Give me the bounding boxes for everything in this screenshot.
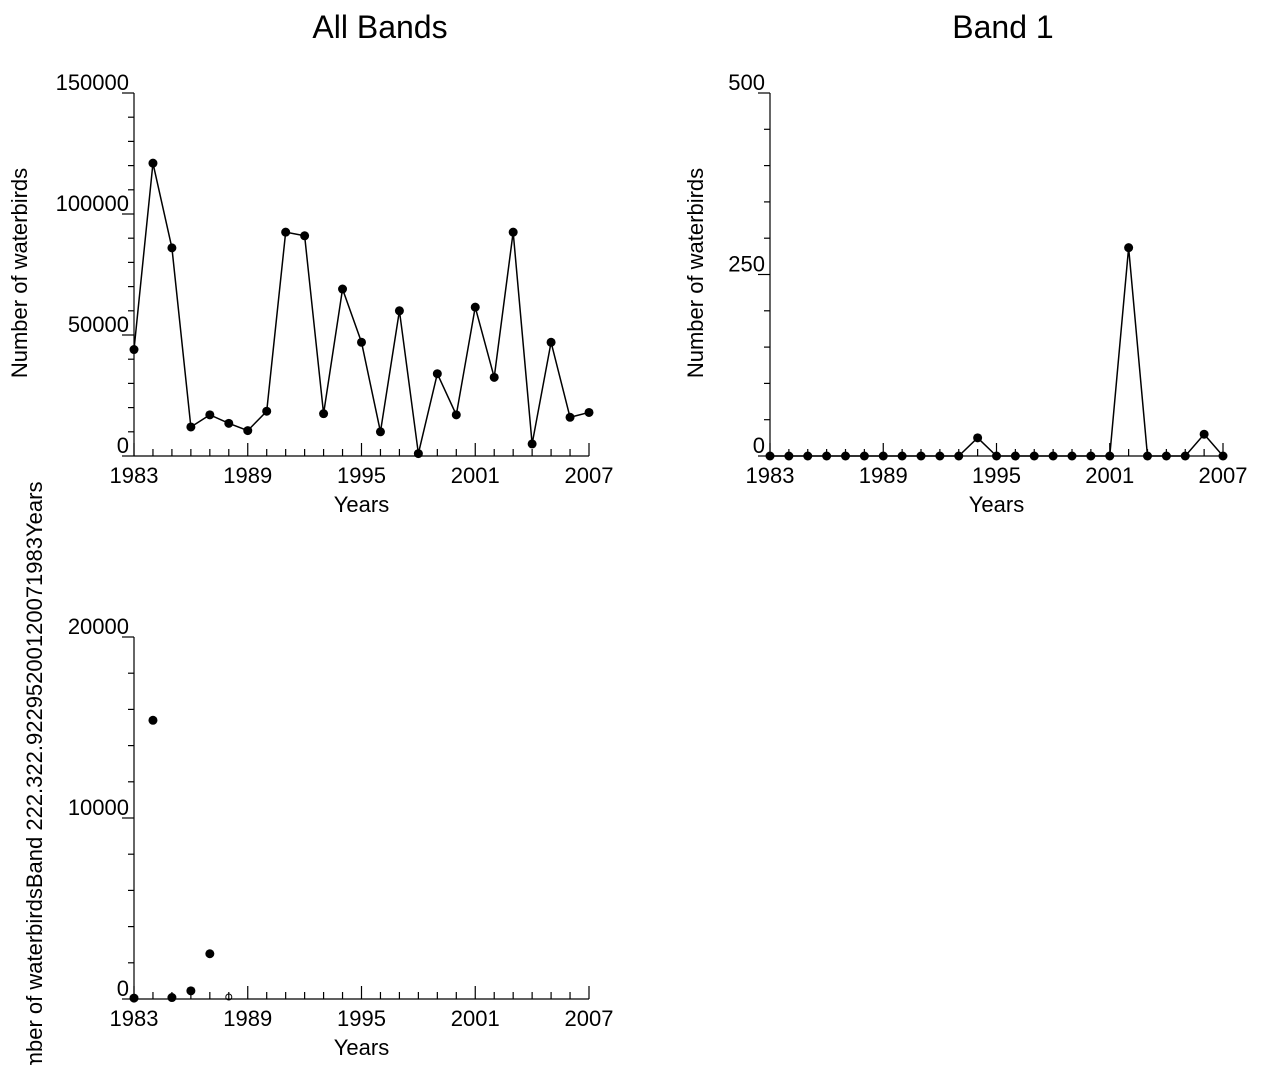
data-point bbox=[584, 407, 594, 417]
data-point bbox=[1199, 429, 1209, 439]
x-tick-label: 1989 bbox=[223, 1006, 272, 1031]
data-point bbox=[1105, 451, 1115, 461]
data-point bbox=[1218, 451, 1228, 461]
data-point bbox=[1086, 451, 1096, 461]
data-point bbox=[186, 986, 196, 996]
x-tick-label: 1995 bbox=[337, 1006, 386, 1031]
data-point bbox=[841, 451, 850, 461]
data-point bbox=[1124, 243, 1134, 253]
chart-panel-band2: 0 10000 20000 1983 1989 1995 2001 2007 Years Numb… bbox=[22, 482, 613, 1065]
x-tick-label: 1983 bbox=[746, 463, 795, 488]
x-tick-label: 2007 bbox=[1199, 463, 1248, 488]
data-point bbox=[954, 451, 964, 461]
data-point bbox=[859, 451, 869, 461]
data-point bbox=[129, 345, 139, 355]
x-tick-label: 1983 bbox=[110, 1006, 159, 1031]
data-point bbox=[822, 451, 832, 461]
data-point bbox=[1161, 451, 1171, 461]
data-point bbox=[1048, 451, 1058, 461]
data-point bbox=[375, 427, 385, 437]
data-point bbox=[1180, 451, 1190, 461]
x-tick-label: 2007 bbox=[565, 1006, 614, 1031]
data-point bbox=[935, 451, 945, 461]
data-point bbox=[281, 227, 291, 237]
chart-title: All Bands bbox=[312, 9, 447, 45]
y-tick-label: 0 bbox=[753, 433, 765, 458]
data-point bbox=[546, 337, 556, 347]
x-tick-label: 2001 bbox=[451, 1006, 500, 1031]
x-tick-label: 2007 bbox=[565, 463, 614, 488]
data-point bbox=[878, 451, 888, 461]
data-point bbox=[148, 715, 158, 725]
data-point bbox=[167, 993, 177, 1003]
data-point bbox=[224, 418, 234, 428]
data-point bbox=[338, 284, 348, 294]
y-tick-label: 250 bbox=[728, 252, 765, 277]
y-tick-label: 50000 bbox=[68, 312, 129, 337]
x-axis-label: Years bbox=[969, 492, 1024, 517]
data-point bbox=[319, 409, 329, 419]
chart-panel-all: All Bands 0 50000 100000 150000 1983 1989 1995 2… bbox=[7, 9, 613, 517]
y-tick-label: 100000 bbox=[56, 191, 129, 216]
y-tick-label: 20000 bbox=[68, 614, 129, 639]
data-point bbox=[148, 158, 158, 168]
x-axis-label: Years bbox=[334, 1035, 389, 1060]
y-tick-label: 0 bbox=[117, 433, 129, 458]
data-point bbox=[1029, 451, 1039, 461]
data-point bbox=[432, 369, 442, 379]
data-point bbox=[186, 422, 196, 432]
data-point bbox=[470, 302, 480, 312]
series-line bbox=[133, 163, 590, 454]
x-tick-label: 1989 bbox=[223, 463, 272, 488]
chart-title: Band 1 bbox=[952, 9, 1053, 45]
data-point bbox=[1067, 451, 1077, 461]
y-tick-label: 10000 bbox=[68, 795, 129, 820]
y-tick-label: 500 bbox=[728, 70, 765, 95]
y-tick-label: 0 bbox=[117, 976, 129, 1001]
y-tick-label: 150000 bbox=[56, 70, 129, 95]
data-point bbox=[916, 451, 926, 461]
data-point bbox=[973, 433, 983, 443]
x-tick-label: 1983 bbox=[110, 463, 159, 488]
data-point bbox=[803, 451, 813, 461]
y-axis-label: Number of waterbirds bbox=[683, 168, 708, 378]
data-point bbox=[1143, 451, 1152, 461]
data-point bbox=[129, 993, 139, 1003]
data-point bbox=[205, 410, 215, 420]
y-axis-label: Number of waterbirdsBand 222.322.9229520… bbox=[22, 482, 47, 1065]
data-point bbox=[300, 231, 310, 241]
x-tick-label: 1995 bbox=[337, 463, 386, 488]
data-point bbox=[565, 412, 575, 422]
x-tick-label: 1989 bbox=[859, 463, 908, 488]
x-tick-label: 2001 bbox=[451, 463, 500, 488]
data-point bbox=[508, 227, 518, 237]
data-point bbox=[992, 451, 1001, 461]
data-point bbox=[205, 949, 215, 959]
data-point bbox=[262, 406, 272, 416]
data-point bbox=[784, 451, 794, 461]
data-point bbox=[413, 449, 423, 459]
series-line bbox=[770, 247, 1224, 457]
data-point bbox=[451, 410, 461, 420]
data-point bbox=[765, 451, 775, 461]
x-axis-label: Years bbox=[334, 492, 389, 517]
data-point bbox=[167, 243, 177, 253]
chart-panel-band1: Band 1 0 250 500 1983 1989 1995 2001 2007 Years Nu… bbox=[683, 9, 1247, 517]
y-axis-label: Number of waterbirds bbox=[7, 168, 32, 378]
data-point bbox=[527, 439, 537, 449]
data-point bbox=[357, 337, 366, 347]
data-point bbox=[489, 372, 499, 382]
data-point bbox=[243, 426, 253, 436]
x-tick-label: 2001 bbox=[1085, 463, 1134, 488]
data-point bbox=[394, 306, 404, 316]
x-tick-label: 1995 bbox=[972, 463, 1021, 488]
data-point bbox=[897, 451, 907, 461]
data-point bbox=[1010, 451, 1020, 461]
open-data-point bbox=[225, 993, 233, 1001]
